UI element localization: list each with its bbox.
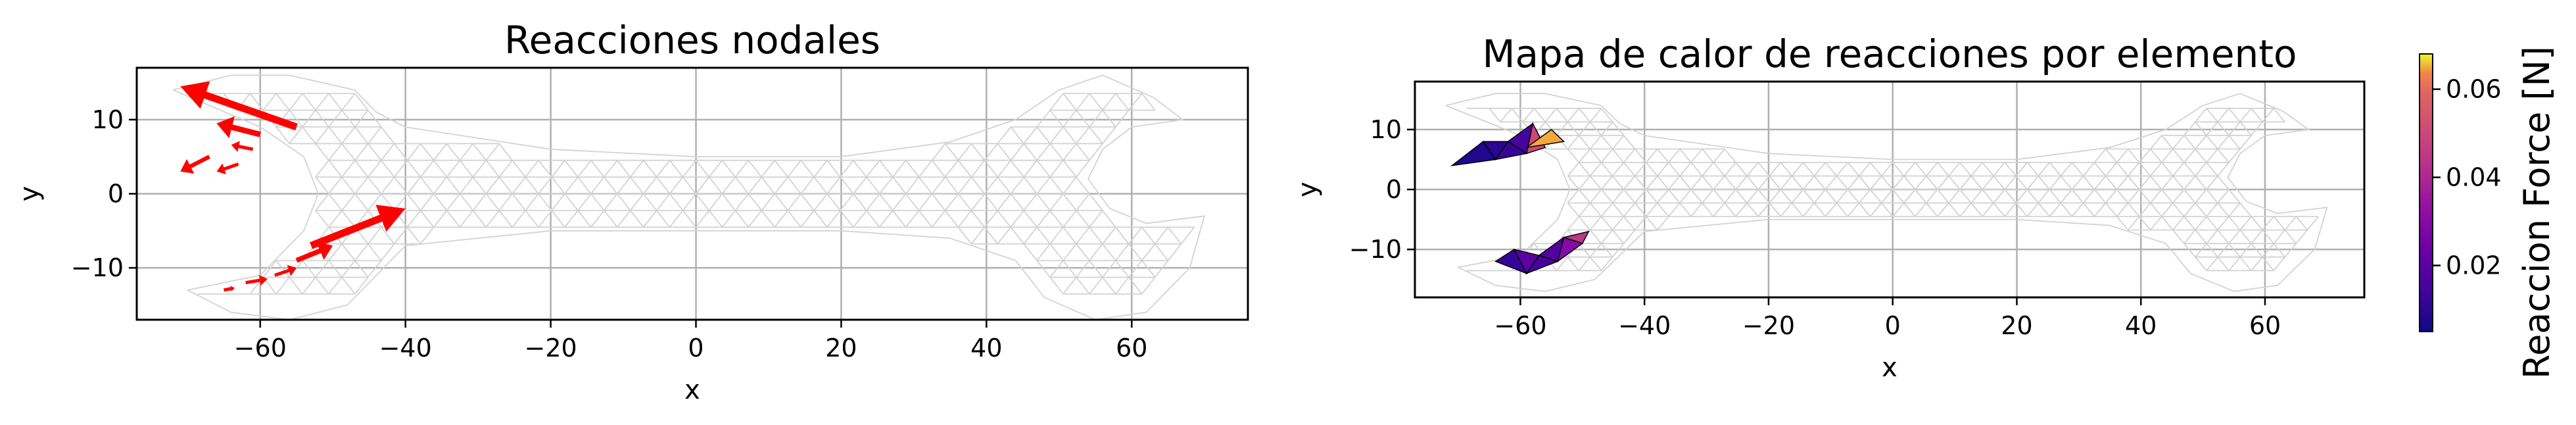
y-tick-label: 10 <box>1370 115 1402 144</box>
y-axis-label: y <box>1293 182 1323 197</box>
x-tick-label: −40 <box>379 334 432 362</box>
x-tick-label: 60 <box>2249 311 2281 340</box>
mesh <box>1445 93 2328 292</box>
reaction-arrow <box>231 141 254 152</box>
colorbar-tick-label: 0.04 <box>2446 163 2502 192</box>
reaction-arrow <box>216 162 239 174</box>
y-tick-label: 0 <box>108 180 124 209</box>
nodal-reactions-plot: −60 −40 −20 0 20 40 60 −10 0 10 Reacciones nodale… <box>14 18 1249 405</box>
tick-labels: −60 −40 −20 0 20 40 60 −10 0 10 <box>71 105 1148 362</box>
x-tick-label: 20 <box>2001 311 2032 340</box>
x-tick-label: −20 <box>1742 311 1795 340</box>
y-tick-label: 10 <box>92 105 124 134</box>
x-tick-label: 60 <box>1116 334 1147 362</box>
heatmap-element <box>1526 128 1565 148</box>
colorbar-tick-label: 0.02 <box>2446 251 2502 280</box>
x-axis-label: x <box>684 375 700 405</box>
heatmap-elements <box>1450 122 1590 275</box>
x-tick-label: 20 <box>825 334 857 362</box>
reaction-arrow <box>216 116 261 138</box>
x-tick-label: 0 <box>1885 311 1901 340</box>
reaction-arrow <box>180 81 298 131</box>
x-tick-label: −40 <box>1618 311 1671 340</box>
colorbar-ticks: 0.02 0.04 0.06 <box>2433 75 2502 280</box>
reaction-arrow <box>180 155 210 174</box>
colorbar: 0.02 0.04 0.06 Reaccion Force [N] <box>2419 46 2558 379</box>
reaction-arrow <box>310 205 406 249</box>
element-heatmap-plot: −60 −40 −20 0 20 40 60 −10 0 10 Mapa de calor de … <box>1293 32 2366 383</box>
tick-labels: −60 −40 −20 0 20 40 60 −10 0 10 <box>1349 115 2281 340</box>
reaction-arrow <box>295 241 333 263</box>
y-tick-label: −10 <box>71 253 124 282</box>
colorbar-gradient <box>2419 53 2433 332</box>
y-tick-label: 0 <box>1386 175 1402 204</box>
y-tick-label: −10 <box>1349 235 1402 264</box>
mesh <box>172 74 1205 320</box>
heatmap-element <box>1562 230 1590 244</box>
chart-title: Reacciones nodales <box>504 18 880 63</box>
reaction-arrows <box>180 81 406 292</box>
mesh-edges <box>172 74 1205 320</box>
x-tick-label: 0 <box>688 334 704 362</box>
reaction-arrow <box>245 274 268 286</box>
chart-title: Mapa de calor de reacciones por elemento <box>1482 32 2297 76</box>
x-axis-label: x <box>1882 353 1897 383</box>
x-tick-label: 40 <box>970 334 1002 362</box>
x-tick-label: −60 <box>1494 311 1546 340</box>
colorbar-tick-label: 0.06 <box>2446 75 2502 104</box>
y-axis-label: y <box>14 186 45 202</box>
reaction-arrow <box>224 286 235 292</box>
reaction-arrow <box>274 264 297 277</box>
x-tick-label: −20 <box>525 334 577 362</box>
x-tick-label: 40 <box>2125 311 2157 340</box>
x-tick-label: −60 <box>234 334 287 362</box>
colorbar-label: Reaccion Force [N] <box>2516 46 2558 379</box>
mesh-edges <box>1445 93 2328 292</box>
